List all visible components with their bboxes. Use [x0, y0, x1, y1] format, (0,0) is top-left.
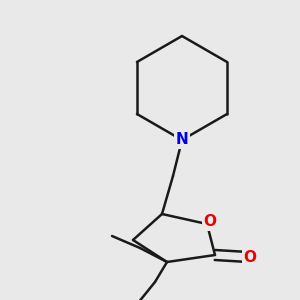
Text: O: O: [244, 250, 256, 265]
Text: N: N: [176, 133, 188, 148]
Text: O: O: [203, 214, 217, 230]
